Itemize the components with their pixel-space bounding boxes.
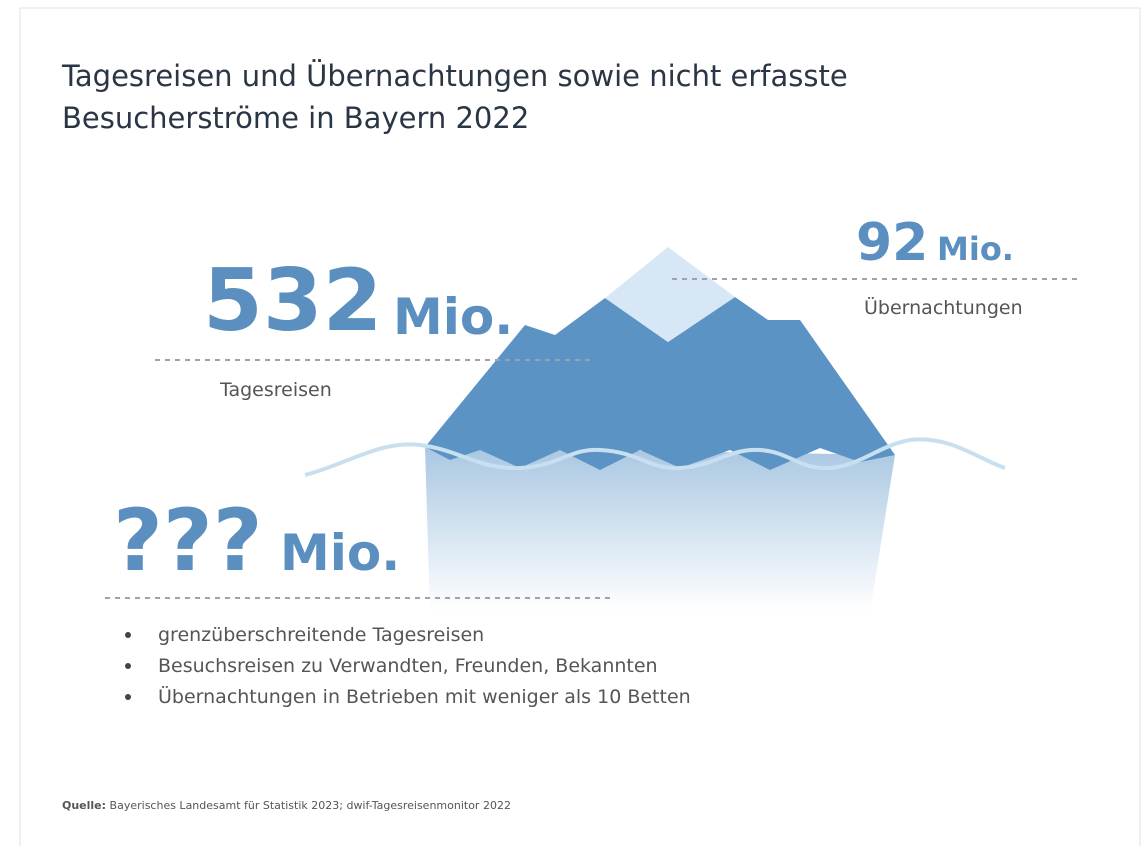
bullet-item: Übernachtungen in Betrieben mit weniger … xyxy=(158,685,691,708)
iceberg-underwater xyxy=(425,447,895,612)
bullet-item: Besuchsreisen zu Verwandten, Freunden, B… xyxy=(158,655,658,677)
bullet xyxy=(125,694,131,700)
unrecorded-value: ??? xyxy=(113,491,263,591)
overnight-unit: Mio. xyxy=(937,230,1014,268)
source-label: Quelle: xyxy=(62,799,106,812)
overnight-label: Übernachtungen xyxy=(864,296,1023,319)
bullet xyxy=(125,663,131,669)
unrecorded-unit: Mio. xyxy=(280,524,400,582)
source: Quelle: Bayerisches Landesamt für Statis… xyxy=(62,799,511,812)
overnight-value: 92 xyxy=(856,213,928,273)
title-line-1: Tagesreisen und Übernachtungen sowie nic… xyxy=(61,59,848,93)
bullet xyxy=(125,632,131,638)
title-line-2: Besucherströme in Bayern 2022 xyxy=(62,101,529,135)
infographic: Tagesreisen und Übernachtungen sowie nic… xyxy=(0,0,1148,846)
source-text: Bayerisches Landesamt für Statistik 2023… xyxy=(110,799,511,812)
day-trips-unit: Mio. xyxy=(393,288,513,346)
day-trips-value: 532 xyxy=(203,251,383,351)
day-trips-label: Tagesreisen xyxy=(219,379,332,401)
bullet-item: grenzüberschreitende Tagesreisen xyxy=(158,624,484,646)
